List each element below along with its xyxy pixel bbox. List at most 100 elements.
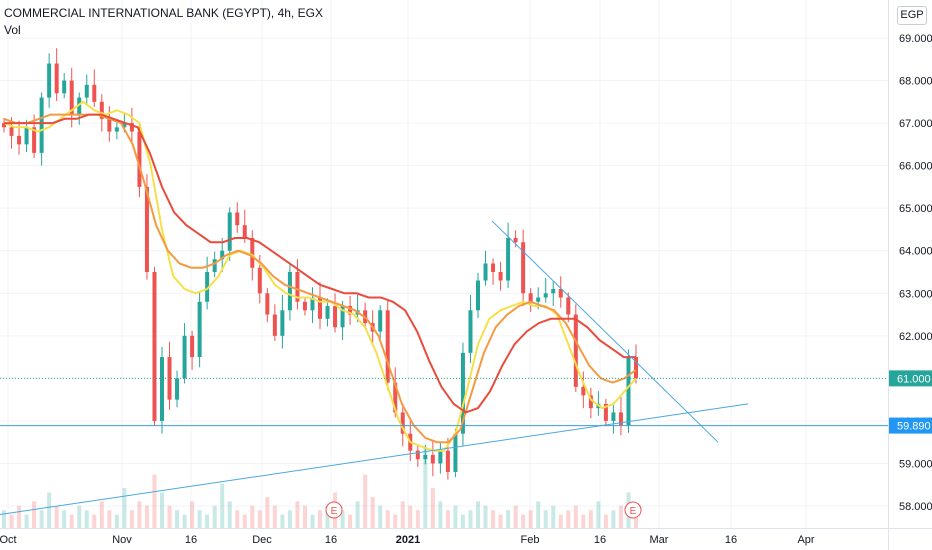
volume-label[interactable]: Vol — [4, 23, 21, 37]
candle — [438, 443, 443, 474]
volume-bar — [438, 501, 443, 528]
candle-body — [167, 357, 172, 400]
volume-bar — [460, 514, 465, 528]
candle — [618, 397, 623, 436]
candle-body — [634, 357, 638, 379]
candle-body — [9, 127, 14, 136]
candle — [528, 288, 533, 312]
support-price-label: 59.890 — [897, 421, 931, 433]
candle-body — [152, 272, 157, 421]
candle — [182, 323, 187, 384]
earnings-marker[interactable]: E — [624, 501, 642, 519]
volume-bar — [47, 492, 52, 528]
candle — [32, 114, 37, 158]
volume-bar — [498, 514, 503, 528]
candle — [566, 292, 571, 323]
candle-body — [17, 135, 22, 145]
candle-body — [2, 123, 6, 128]
price-axis[interactable]: 69.000 68.000 67.000 66.000 65.000 64.000 63.0… — [888, 0, 932, 550]
candle — [378, 305, 383, 342]
candle-body — [62, 80, 67, 94]
candle-body — [566, 297, 571, 315]
candle-body — [175, 378, 180, 400]
volume-bar — [393, 514, 398, 528]
candle — [581, 371, 586, 409]
candle-body — [551, 289, 556, 294]
volume-bar — [603, 514, 608, 528]
candle-body — [212, 259, 217, 272]
candle — [107, 106, 112, 142]
candle-body — [77, 97, 82, 115]
last-price-label: 61.000 — [897, 373, 931, 385]
trendlines[interactable] — [0, 220, 888, 516]
volume-bar — [423, 448, 428, 528]
earnings-letter: E — [630, 506, 637, 517]
candle-body — [378, 310, 383, 332]
candle — [62, 72, 67, 99]
candle — [197, 291, 202, 368]
candle-body — [423, 454, 428, 460]
volume-bar — [107, 510, 112, 528]
volume-bar — [24, 514, 29, 528]
candle — [272, 304, 277, 341]
ascending-trendline[interactable] — [0, 403, 749, 516]
candle-body — [415, 450, 420, 460]
earnings-marker[interactable]: E — [325, 501, 343, 519]
candle — [333, 293, 338, 333]
volume-bar — [114, 514, 119, 528]
candle — [506, 222, 511, 289]
volume-bar — [618, 505, 623, 528]
volume-bar — [408, 505, 413, 528]
candle-body — [393, 382, 398, 413]
candle — [167, 341, 172, 410]
candle-body — [122, 123, 127, 128]
volume-bar — [581, 514, 586, 528]
currency-badge[interactable]: EGP — [897, 6, 927, 25]
x-tick-label: 16 — [325, 534, 337, 546]
candle-body — [144, 186, 149, 272]
candle-body — [476, 280, 480, 311]
volume-bar — [235, 510, 240, 528]
candle-body — [242, 225, 247, 238]
candle-body — [453, 433, 458, 472]
candle-body — [69, 80, 74, 115]
volume-bar — [250, 505, 255, 528]
volume-bar — [265, 496, 270, 528]
y-tick-label: 59.000 — [899, 458, 932, 470]
candle — [483, 250, 488, 286]
earnings-circle — [624, 501, 642, 519]
volume-bar — [62, 510, 67, 528]
candle-body — [498, 272, 503, 281]
candle — [611, 402, 616, 434]
descending-trendline[interactable] — [491, 220, 719, 443]
candle — [626, 349, 631, 433]
x-tick-label: Feb — [521, 534, 540, 546]
candle-body — [558, 289, 563, 298]
volume-bar — [9, 514, 14, 528]
volume-bar — [453, 505, 458, 528]
symbol-title[interactable]: COMMERCIAL INTERNATIONAL BANK (EGYPT), 4… — [4, 6, 323, 20]
volume-bar — [363, 474, 368, 528]
volume-bar — [220, 483, 225, 528]
candle-body — [272, 314, 277, 336]
candle — [190, 330, 195, 370]
x-tick-label: 2021 — [396, 534, 420, 546]
volume-bar — [302, 505, 307, 528]
candle-body — [581, 386, 586, 396]
candle-body — [491, 263, 496, 272]
price-badges: 61.000 59.890 — [889, 370, 932, 434]
candle — [295, 259, 300, 310]
candle-body — [250, 237, 255, 268]
y-tick-label: 66.000 — [899, 161, 932, 173]
candle-body — [32, 127, 37, 153]
y-tick-label: 58.000 — [899, 501, 932, 513]
candle-body — [47, 63, 52, 98]
volume-bar — [2, 510, 6, 528]
candle-body — [445, 450, 450, 472]
x-tick-label: 16 — [725, 534, 737, 546]
candle-body — [318, 297, 322, 319]
time-axis[interactable]: Oct Nov 16 Dec 16 2021 Feb 16 Mar 16 Apr — [0, 528, 932, 547]
candle — [137, 123, 142, 198]
